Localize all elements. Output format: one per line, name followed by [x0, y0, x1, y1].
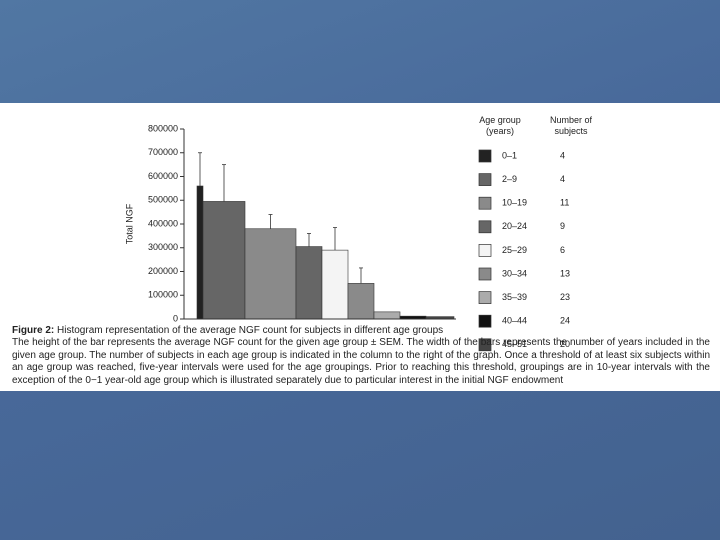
y-tick-label: 300000 — [148, 242, 178, 252]
bar — [202, 201, 246, 320]
y-tick-label: 100000 — [148, 290, 178, 300]
legend-count: 20 — [560, 339, 570, 349]
legend-swatch — [478, 173, 492, 186]
legend-label: 35–39 — [502, 292, 527, 302]
bar — [196, 185, 204, 320]
legend-label: 2–9 — [502, 174, 517, 184]
legend-swatch — [478, 220, 492, 234]
bar — [244, 228, 297, 320]
y-tick-label: 700000 — [148, 147, 178, 157]
caption-text: The height of the bar represents the ave… — [12, 337, 710, 386]
legend-count: 11 — [560, 198, 569, 208]
caption-title: Histogram representation of the average … — [57, 325, 444, 336]
legend-header: Age group (years) — [479, 115, 521, 136]
legend-label: 10–19 — [502, 198, 527, 208]
legend-swatch — [478, 149, 492, 163]
legend-count: 23 — [560, 292, 570, 302]
y-tick-label: 500000 — [148, 195, 178, 205]
legend-label: 25–29 — [502, 245, 527, 255]
caption: Figure 2: Histogram representation of th… — [12, 325, 710, 387]
legend-swatch — [478, 196, 492, 210]
legend-header: Number of subjects — [550, 115, 593, 136]
legend-count: 6 — [560, 245, 565, 255]
legend-label: 45–51 — [502, 339, 527, 349]
legend-count: 4 — [560, 150, 565, 160]
caption-label: Figure 2: — [12, 325, 55, 336]
legend-swatch — [478, 338, 492, 352]
legend-swatch — [478, 267, 492, 281]
legend-count: 4 — [560, 174, 565, 184]
legend-count: 9 — [560, 221, 565, 231]
legend-swatch — [478, 314, 492, 328]
bar — [373, 311, 401, 320]
bar — [347, 283, 375, 320]
y-axis-label: Total NGF — [124, 203, 134, 244]
legend-label: 40–44 — [502, 316, 527, 326]
legend-count: 24 — [560, 316, 570, 326]
bar — [295, 246, 323, 320]
y-tick-label: 0 — [173, 313, 178, 323]
y-tick-label: 800000 — [148, 123, 178, 133]
bar — [321, 249, 349, 320]
legend-label: 20–24 — [502, 221, 527, 231]
y-tick-label: 400000 — [148, 218, 178, 228]
legend-label: 0–1 — [502, 150, 517, 160]
legend-swatch — [478, 291, 492, 304]
legend-count: 13 — [560, 268, 570, 278]
legend-swatch — [478, 244, 492, 257]
y-tick-label: 600000 — [148, 171, 178, 181]
white-band — [0, 103, 720, 391]
y-tick-label: 200000 — [148, 266, 178, 276]
legend-label: 30–34 — [502, 268, 527, 278]
